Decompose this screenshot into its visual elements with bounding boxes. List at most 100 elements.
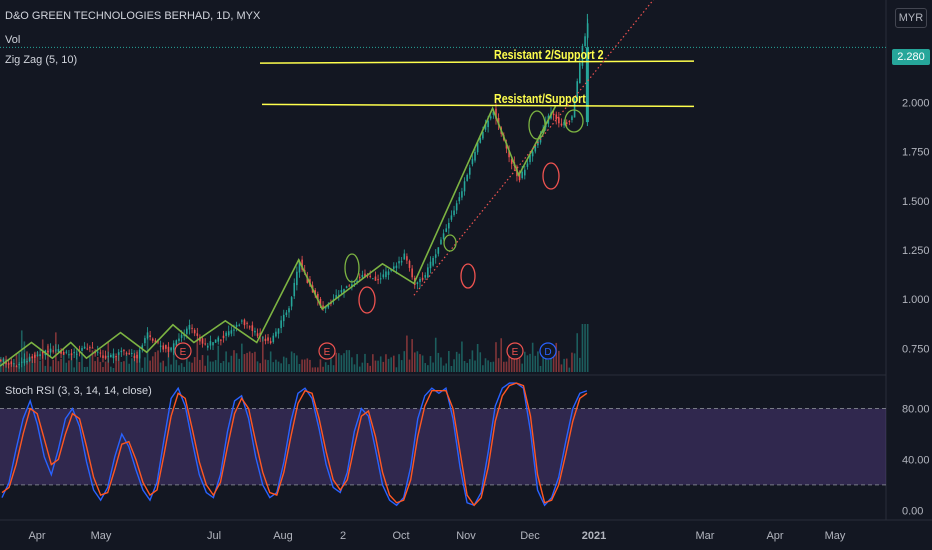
candle-body [222, 335, 225, 339]
volume-bar [421, 355, 424, 372]
event-marker [174, 342, 192, 360]
candle-body [86, 348, 89, 350]
annotation-resistant1: Resistant/Support [494, 91, 586, 106]
candle-body [542, 129, 544, 134]
volume-bar [479, 352, 482, 372]
resistance-level-line [261, 103, 695, 108]
candle-body [159, 345, 162, 347]
candle-body [57, 349, 60, 352]
volume-bar [83, 367, 86, 372]
green-circle-annotation [528, 110, 546, 140]
candle-body [290, 297, 293, 307]
candle-body [584, 36, 586, 47]
resistance-level-line [259, 60, 695, 64]
volume-bar [102, 367, 104, 372]
time-tick-label: 2021 [582, 530, 606, 542]
candle-body [526, 163, 529, 167]
candle-body [206, 345, 209, 348]
volume-bar [306, 358, 309, 372]
volume-bar [482, 365, 484, 372]
candle-body [510, 159, 513, 164]
candle-body [52, 350, 54, 352]
volume-bar [558, 350, 560, 372]
volume-bar [429, 356, 432, 372]
volume-bar [390, 357, 392, 372]
volume-bar [10, 362, 13, 372]
candle-body [419, 278, 421, 283]
volume-bar [419, 354, 421, 372]
candle-body [356, 280, 358, 283]
candle-body [474, 151, 476, 161]
candle-body [576, 81, 578, 102]
volume-bar [461, 341, 463, 372]
volume-bar [20, 330, 23, 372]
volume-bar [104, 361, 107, 372]
candle-body [104, 355, 107, 359]
volume-bar [201, 355, 204, 372]
volume-bar [188, 361, 191, 372]
price-tick-label: 1.500 [902, 196, 930, 208]
candle-body [75, 353, 78, 355]
candle-body [335, 295, 337, 299]
volume-bar [154, 352, 157, 372]
event-marker-label: E [512, 347, 519, 358]
volume-bar [372, 354, 374, 372]
volume-bar [568, 367, 571, 372]
volume-bar [36, 351, 39, 372]
candle-body [180, 334, 183, 338]
volume-bar [505, 361, 508, 372]
candle-body [358, 277, 361, 279]
volume-bar [537, 351, 539, 372]
volume-bar [298, 363, 301, 372]
candle-body [162, 345, 165, 350]
candle-body [233, 329, 235, 331]
volume-bar [374, 360, 377, 372]
candle-body [330, 303, 332, 305]
candle-body [440, 239, 442, 245]
candle-body [448, 222, 450, 229]
volume-bar [489, 362, 492, 372]
candle-body [403, 253, 406, 260]
volume-bar [65, 362, 68, 372]
volume-bar [503, 361, 505, 372]
volume-bar [495, 342, 497, 372]
candle-body [49, 348, 52, 353]
candle-body [83, 346, 86, 349]
candle-body [110, 354, 112, 358]
time-tick-label: Oct [392, 530, 409, 542]
candle-body [343, 289, 345, 293]
candle-body [193, 329, 196, 334]
candle-body [154, 340, 157, 343]
candle-body [225, 332, 227, 336]
candle-body [131, 352, 133, 354]
candle-body [275, 331, 277, 337]
candle-body [351, 284, 353, 287]
volume-bar [544, 350, 547, 372]
volume-bar [144, 357, 146, 372]
candle-body [565, 122, 568, 125]
volume-bar [165, 366, 167, 372]
volume-bar [348, 350, 351, 372]
red-circle-annotation [460, 263, 476, 289]
volume-bar [251, 353, 254, 372]
volume-bar [222, 361, 225, 372]
candle-body [13, 363, 15, 365]
volume-bar [584, 324, 586, 372]
candle-body [280, 320, 282, 329]
candle-body [581, 45, 584, 66]
volume-bar [476, 343, 479, 372]
volume-bar [28, 356, 31, 372]
volume-bar [529, 353, 531, 372]
volume-bar [248, 351, 251, 372]
candle-body [151, 338, 154, 341]
candle-body [73, 352, 75, 354]
currency-button[interactable]: MYR [895, 8, 927, 28]
volume-bar [382, 361, 385, 372]
volume-bar [327, 364, 330, 372]
volume-bar [196, 338, 199, 372]
volume-bar [75, 351, 78, 372]
volume-bar [209, 361, 212, 372]
volume-bar [442, 365, 445, 372]
volume-bar [138, 358, 141, 372]
